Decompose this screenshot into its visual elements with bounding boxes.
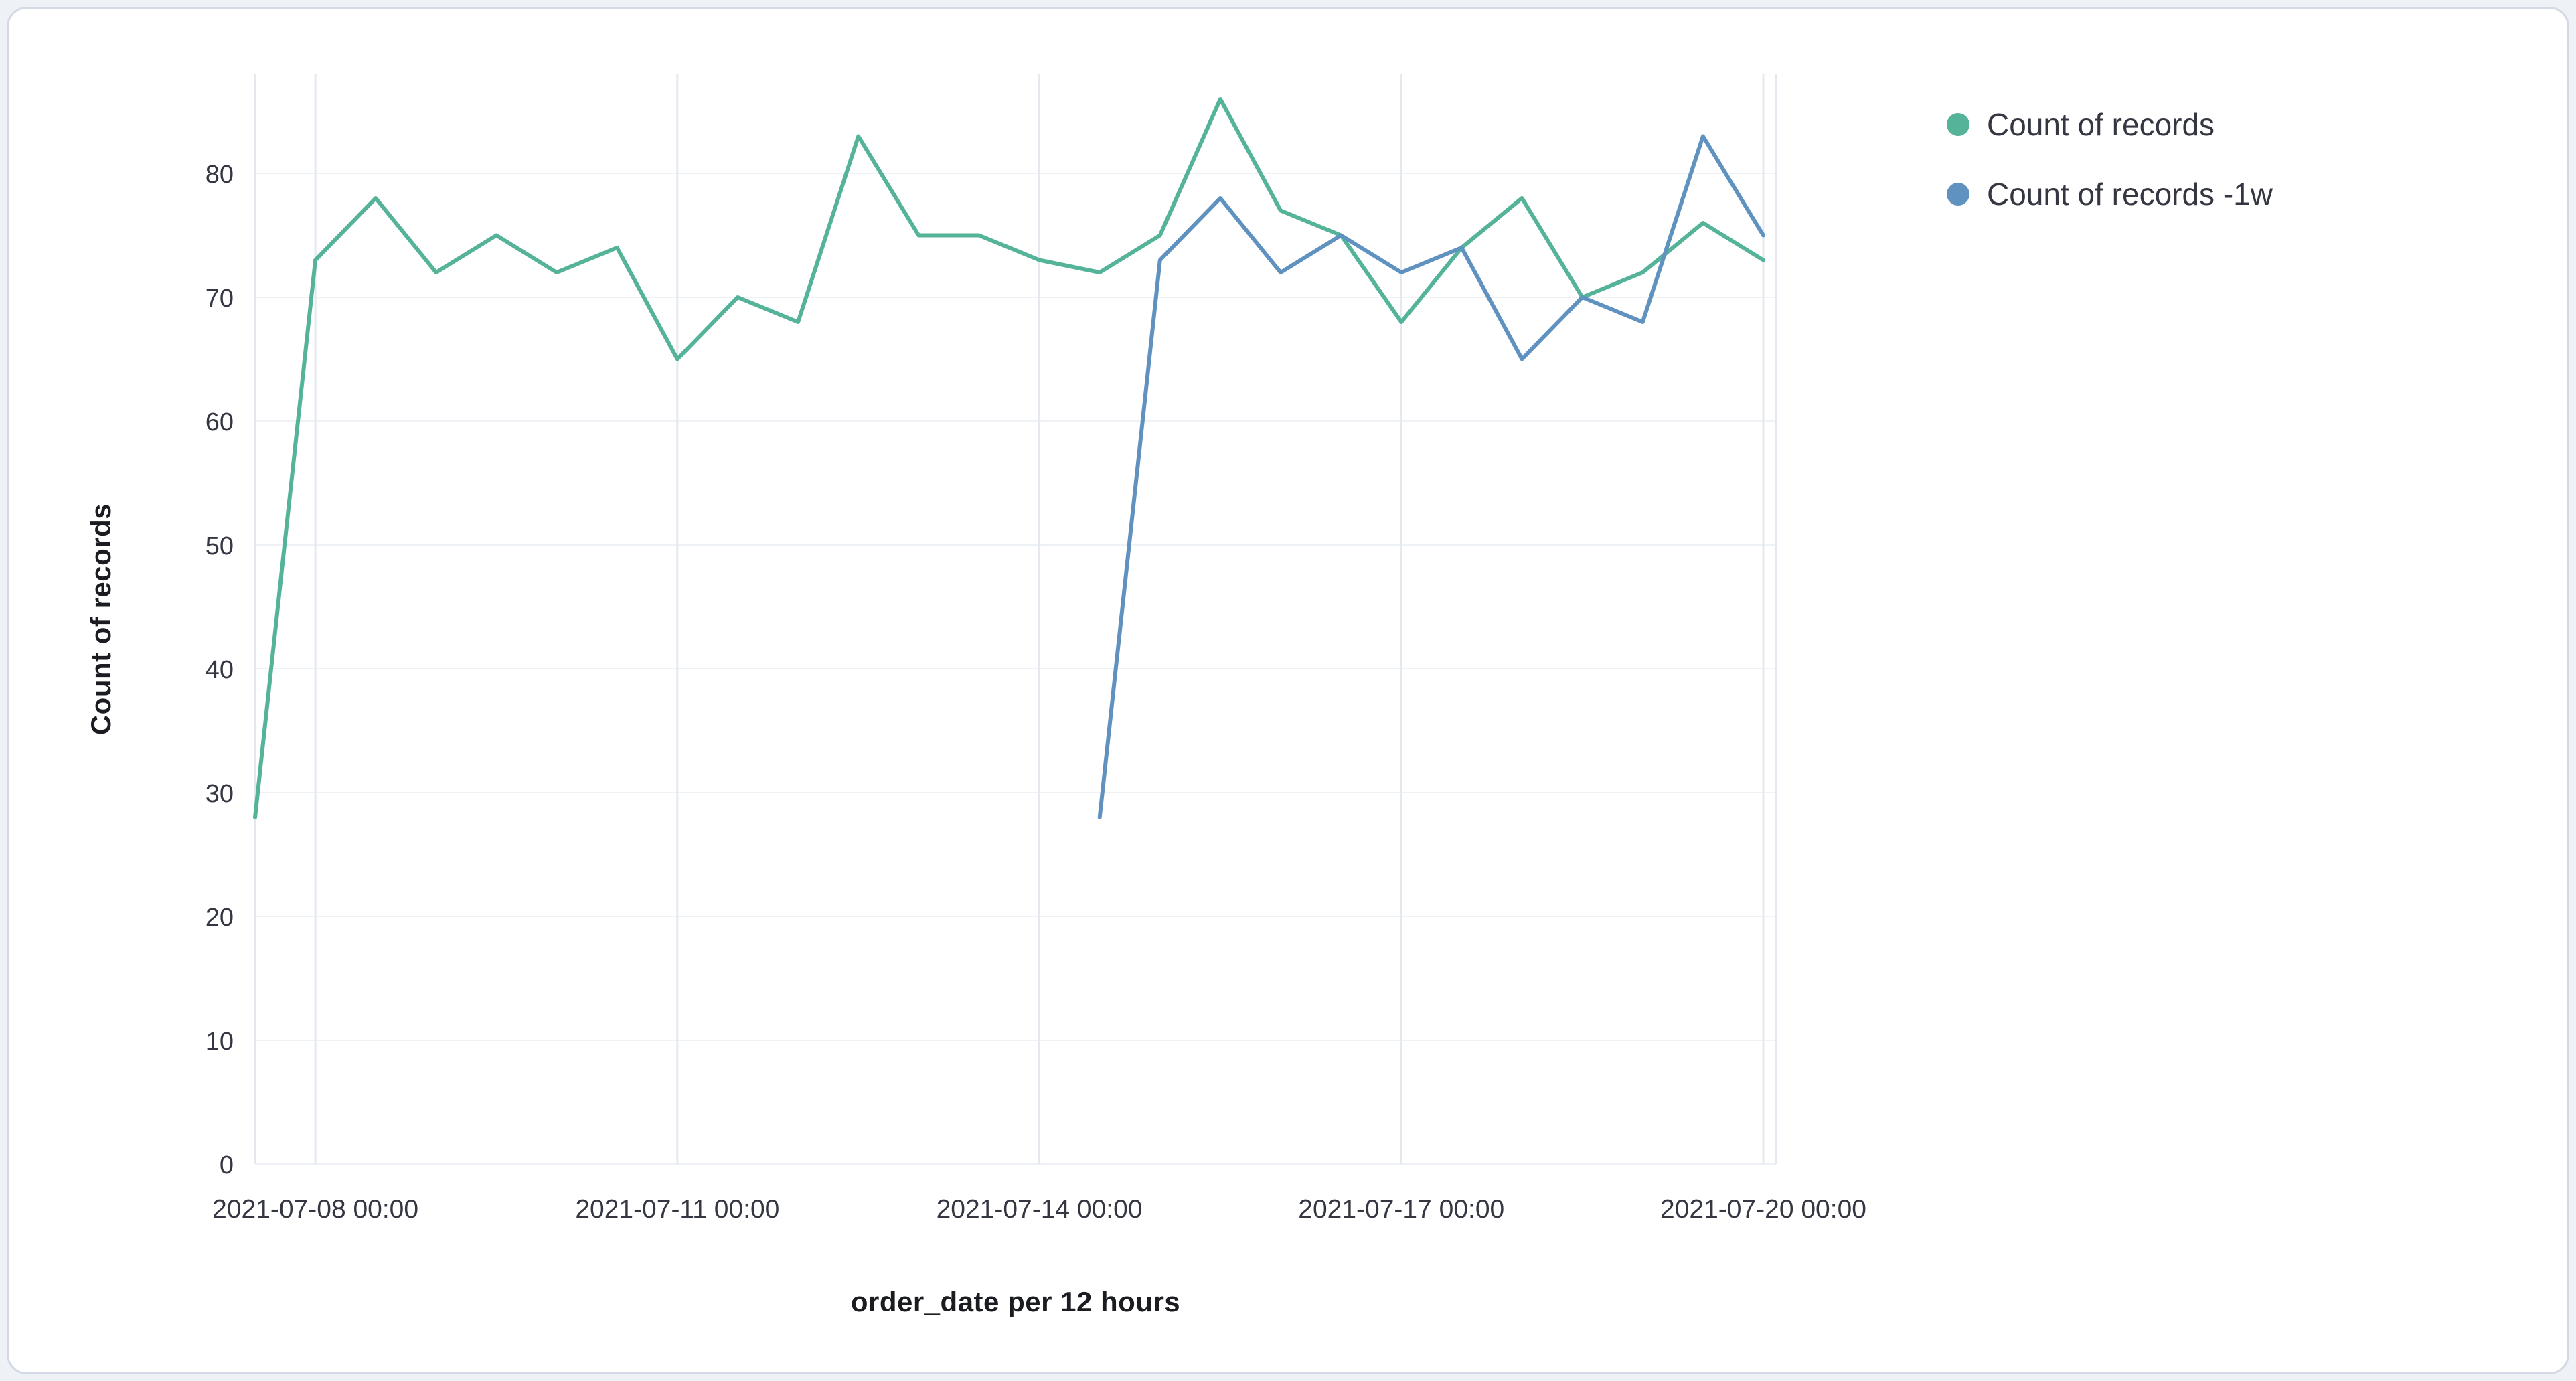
y-axis-title: Count of records	[85, 503, 116, 736]
legend-swatch-blue-icon	[1947, 183, 1969, 206]
svg-text:2021-07-08 00:00: 2021-07-08 00:00	[212, 1195, 418, 1224]
svg-text:80: 80	[206, 161, 234, 189]
legend-item-count-of-records-1w[interactable]: Count of records -1w	[1947, 176, 2273, 212]
svg-text:2021-07-14 00:00: 2021-07-14 00:00	[937, 1195, 1143, 1224]
legend-label: Count of records -1w	[1987, 177, 2273, 212]
svg-text:30: 30	[206, 780, 234, 808]
svg-text:2021-07-11 00:00: 2021-07-11 00:00	[575, 1195, 779, 1224]
legend-swatch-green-icon	[1947, 113, 1969, 136]
svg-text:2021-07-17 00:00: 2021-07-17 00:00	[1298, 1195, 1504, 1224]
svg-text:60: 60	[206, 408, 234, 436]
svg-text:70: 70	[206, 285, 234, 313]
svg-text:10: 10	[206, 1028, 234, 1056]
svg-text:50: 50	[206, 532, 234, 560]
legend-label: Count of records	[1987, 107, 2215, 142]
svg-text:2021-07-20 00:00: 2021-07-20 00:00	[1660, 1195, 1866, 1224]
line-chart-plot[interactable]: 0 10 20 30 40 50 60 70 80 2021-07-08 00:00 2021-07…	[9, 9, 2567, 1372]
x-axis-title: order_date per 12 hours	[850, 1286, 1181, 1317]
svg-text:20: 20	[206, 904, 234, 932]
legend: Count of records Count of records -1w	[1947, 106, 2273, 212]
svg-text:0: 0	[220, 1151, 234, 1180]
svg-text:40: 40	[206, 656, 234, 684]
legend-item-count-of-records[interactable]: Count of records	[1947, 106, 2273, 143]
chart-panel: 0 10 20 30 40 50 60 70 80 2021-07-08 00:00 2021-07…	[7, 7, 2569, 1374]
